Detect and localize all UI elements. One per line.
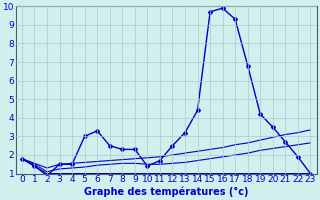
X-axis label: Graphe des températures (°c): Graphe des températures (°c) — [84, 187, 248, 197]
